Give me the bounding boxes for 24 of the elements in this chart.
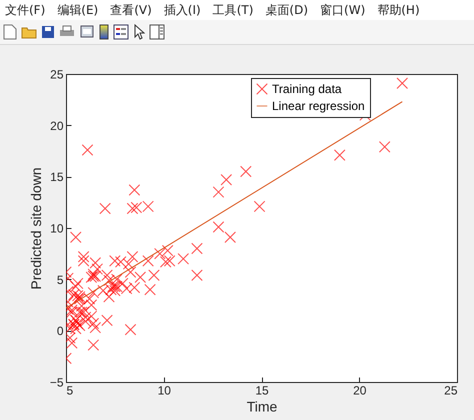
x-tick-label: 10 (158, 384, 172, 398)
x-tick-label: 15 (255, 384, 269, 398)
y-tick-label: 20 (50, 118, 64, 133)
text: 工具(T) (212, 2, 254, 18)
text: 查看(V) (110, 2, 152, 18)
text: 插入(I) (164, 2, 201, 18)
y-tick-label: 25 (50, 68, 64, 82)
y-tick-label: 5 (56, 272, 64, 287)
y-axis-title: Predicted site down (28, 167, 44, 290)
text: 编辑(E) (57, 2, 98, 18)
y-tick-label: 15 (50, 170, 64, 184)
text: 文件(F) (5, 2, 46, 18)
legend-label: Training data (272, 82, 342, 96)
y-tick-label: 10 (50, 222, 64, 236)
x-tick-label: 25 (444, 384, 458, 398)
x-tick-label: 20 (353, 384, 367, 398)
x-tick-label: 5 (66, 384, 74, 398)
y-tick-label: 0 (56, 324, 64, 338)
x-axis-title: Time (246, 398, 278, 414)
y-tick-label: −5 (50, 376, 64, 390)
text: 桌面(D) (265, 2, 308, 18)
legend-label: Linear regression (272, 99, 365, 113)
text: 帮助(H) (377, 2, 420, 18)
text: 窗口(W) (320, 2, 366, 18)
